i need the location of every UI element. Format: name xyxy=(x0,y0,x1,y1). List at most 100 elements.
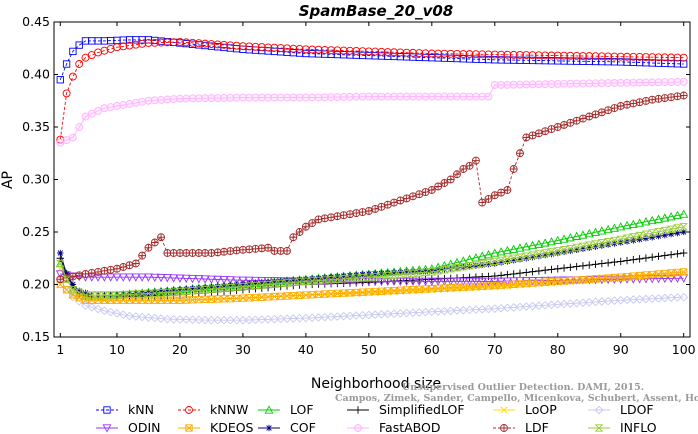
data-point xyxy=(572,243,581,252)
legend-label: ODIN xyxy=(128,420,161,434)
data-point xyxy=(553,235,563,245)
data-point xyxy=(579,52,587,60)
data-point xyxy=(560,51,569,60)
data-point xyxy=(288,314,298,323)
data-point xyxy=(181,287,191,295)
data-point xyxy=(244,276,254,286)
data-point xyxy=(282,279,292,287)
data-point xyxy=(553,51,562,60)
data-point xyxy=(680,228,687,236)
data-point xyxy=(283,246,291,255)
data-point xyxy=(496,247,506,256)
data-point xyxy=(472,273,480,281)
data-point xyxy=(433,307,443,316)
data-point xyxy=(484,258,493,267)
data-point xyxy=(201,284,209,291)
data-point xyxy=(138,39,147,48)
data-point xyxy=(308,93,317,102)
data-point xyxy=(661,269,669,278)
data-point xyxy=(540,300,550,310)
data-point xyxy=(566,244,575,253)
data-point xyxy=(276,44,285,52)
data-point xyxy=(257,93,266,102)
data-point xyxy=(188,287,197,295)
x-tick-label: 60 xyxy=(424,342,440,357)
data-point xyxy=(251,281,260,290)
data-point xyxy=(378,270,385,277)
data-point xyxy=(509,165,518,173)
legend-item-fastabod: FastABOD xyxy=(347,420,441,434)
data-point xyxy=(541,266,549,274)
data-point xyxy=(213,40,222,49)
data-point xyxy=(125,99,134,108)
data-point xyxy=(383,309,393,319)
data-point xyxy=(125,41,134,50)
data-point xyxy=(169,38,178,47)
data-point xyxy=(427,307,437,317)
data-point xyxy=(87,291,97,299)
chart-title: SpamBase_20_v08 xyxy=(299,2,453,20)
x-tick-label: 80 xyxy=(550,342,566,357)
data-point xyxy=(680,268,688,276)
data-point xyxy=(163,288,172,297)
data-point xyxy=(591,297,600,307)
data-point xyxy=(396,309,405,318)
data-point xyxy=(232,315,241,325)
legend-item-knn: kNN xyxy=(96,402,154,417)
data-point xyxy=(673,250,682,258)
data-point xyxy=(251,244,260,253)
data-point xyxy=(283,44,291,53)
data-point xyxy=(642,271,650,279)
data-point xyxy=(572,262,581,271)
data-point xyxy=(93,291,103,299)
data-point xyxy=(414,277,424,287)
data-point xyxy=(81,112,90,121)
data-point xyxy=(62,89,71,98)
data-point xyxy=(516,80,524,89)
data-point xyxy=(553,247,563,255)
data-point xyxy=(164,287,171,294)
data-point xyxy=(352,47,361,55)
data-point xyxy=(416,268,423,275)
data-point xyxy=(578,242,588,250)
data-point xyxy=(672,274,682,283)
x-tick-label: 90 xyxy=(613,342,629,357)
data-point xyxy=(346,46,354,55)
data-point xyxy=(289,44,298,53)
data-point xyxy=(175,288,185,296)
data-point xyxy=(503,80,512,89)
data-point xyxy=(144,273,153,282)
data-point xyxy=(339,311,348,321)
data-point xyxy=(194,94,203,103)
data-point xyxy=(81,301,90,310)
data-point xyxy=(534,51,543,60)
data-point xyxy=(238,42,247,51)
data-point xyxy=(402,277,412,287)
data-point xyxy=(610,296,619,306)
data-point xyxy=(440,92,449,101)
data-point xyxy=(553,300,563,309)
data-point xyxy=(270,93,279,102)
data-point xyxy=(636,236,643,243)
data-point xyxy=(547,237,556,246)
data-point xyxy=(207,315,216,325)
data-point xyxy=(239,281,247,288)
data-point xyxy=(667,93,676,102)
data-point xyxy=(314,215,323,224)
data-point xyxy=(314,313,323,322)
data-point xyxy=(271,278,278,286)
data-point xyxy=(408,269,418,278)
y-tick-label: 0.40 xyxy=(22,67,50,82)
data-point xyxy=(118,291,128,299)
data-point xyxy=(295,313,304,323)
data-point xyxy=(333,46,342,55)
data-point xyxy=(150,289,160,297)
data-point xyxy=(586,244,593,251)
data-point xyxy=(257,244,266,253)
data-point xyxy=(635,218,645,227)
legend-marker xyxy=(354,406,362,414)
data-point xyxy=(358,310,367,320)
data-point xyxy=(484,277,493,287)
data-point xyxy=(226,93,235,102)
data-point xyxy=(351,274,361,282)
